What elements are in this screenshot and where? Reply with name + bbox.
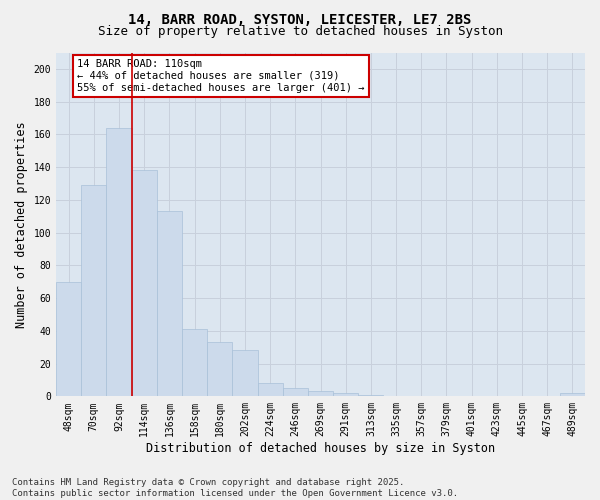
Bar [131,170,157,396]
Bar [333,393,358,396]
Text: 14, BARR ROAD, SYSTON, LEICESTER, LE7 2BS: 14, BARR ROAD, SYSTON, LEICESTER, LE7 2B… [128,12,472,26]
Bar [308,392,333,396]
Bar [56,282,81,397]
Bar [358,394,383,396]
Bar [182,329,207,396]
Bar [81,185,106,396]
Y-axis label: Number of detached properties: Number of detached properties [15,121,28,328]
Bar [106,128,131,396]
Text: Contains HM Land Registry data © Crown copyright and database right 2025.
Contai: Contains HM Land Registry data © Crown c… [12,478,458,498]
Bar [207,342,232,396]
Text: 14 BARR ROAD: 110sqm
← 44% of detached houses are smaller (319)
55% of semi-deta: 14 BARR ROAD: 110sqm ← 44% of detached h… [77,60,365,92]
Bar [283,388,308,396]
Bar [157,212,182,396]
Bar [232,350,257,397]
X-axis label: Distribution of detached houses by size in Syston: Distribution of detached houses by size … [146,442,495,455]
Bar [257,383,283,396]
Bar [560,393,585,396]
Text: Size of property relative to detached houses in Syston: Size of property relative to detached ho… [97,25,503,38]
